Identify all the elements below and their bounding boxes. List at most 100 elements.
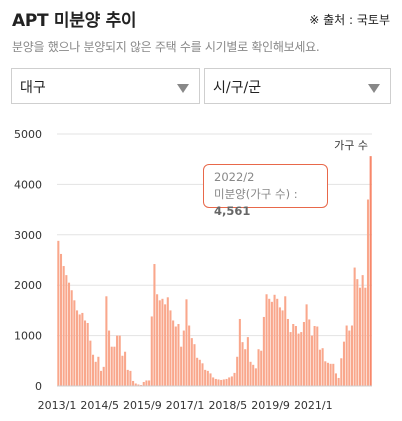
bar[interactable] <box>177 324 180 386</box>
bar[interactable] <box>369 156 372 386</box>
bar[interactable] <box>364 287 367 386</box>
bar[interactable] <box>169 310 172 386</box>
bar[interactable] <box>252 364 255 386</box>
bar[interactable] <box>137 384 140 386</box>
bar[interactable] <box>75 310 79 386</box>
bar[interactable] <box>81 312 84 386</box>
bar[interactable] <box>249 361 252 386</box>
bar[interactable] <box>297 333 300 386</box>
bar[interactable] <box>174 326 177 386</box>
bar[interactable] <box>142 381 145 386</box>
bar[interactable] <box>329 363 332 386</box>
bar[interactable] <box>318 349 321 386</box>
bar[interactable] <box>145 380 148 386</box>
bar[interactable] <box>193 344 196 386</box>
bar[interactable] <box>158 300 161 386</box>
bar[interactable] <box>83 320 87 386</box>
bar[interactable] <box>121 355 124 386</box>
bar[interactable] <box>230 376 233 386</box>
bar[interactable] <box>302 321 305 386</box>
bar[interactable] <box>284 296 287 386</box>
bar[interactable] <box>350 325 354 386</box>
bar[interactable] <box>113 346 116 386</box>
bar[interactable] <box>65 275 68 386</box>
bar[interactable] <box>182 330 185 386</box>
bar[interactable] <box>236 356 239 386</box>
bar[interactable] <box>260 350 263 386</box>
bar[interactable] <box>97 356 100 386</box>
bar[interactable] <box>361 275 364 386</box>
bar[interactable] <box>281 310 284 386</box>
bar[interactable] <box>172 320 175 386</box>
bar[interactable] <box>289 332 292 386</box>
bar[interactable] <box>233 372 236 386</box>
bar[interactable] <box>337 377 340 386</box>
bar[interactable] <box>265 294 268 386</box>
bar[interactable] <box>294 326 297 386</box>
bar[interactable] <box>105 296 108 386</box>
bar[interactable] <box>134 383 137 386</box>
bar[interactable] <box>209 373 212 386</box>
bar[interactable] <box>140 384 143 386</box>
bar[interactable] <box>188 325 191 386</box>
bar[interactable] <box>67 282 71 386</box>
bar[interactable] <box>246 337 249 386</box>
bar[interactable] <box>185 299 188 386</box>
bar[interactable] <box>321 348 324 386</box>
bar[interactable] <box>257 349 260 386</box>
bar[interactable] <box>129 370 132 386</box>
bar[interactable] <box>59 253 63 386</box>
bar[interactable] <box>196 357 199 386</box>
bar[interactable] <box>313 326 316 386</box>
bar[interactable] <box>278 307 281 386</box>
bar[interactable] <box>150 316 153 386</box>
bar[interactable] <box>241 342 244 386</box>
bar[interactable] <box>110 346 113 386</box>
bar[interactable] <box>342 341 346 386</box>
bar[interactable] <box>244 349 247 386</box>
bar[interactable] <box>340 358 343 386</box>
bar[interactable] <box>366 199 370 386</box>
bar[interactable] <box>86 323 89 386</box>
bar[interactable] <box>276 298 279 386</box>
bar[interactable] <box>156 294 159 386</box>
bar[interactable] <box>132 380 135 386</box>
bar[interactable] <box>78 314 81 386</box>
bar[interactable] <box>100 370 103 386</box>
bar[interactable] <box>324 361 327 386</box>
bar[interactable] <box>348 330 351 386</box>
city-select[interactable]: 대구 <box>11 68 200 104</box>
bar[interactable] <box>222 379 225 386</box>
bar[interactable] <box>126 369 129 386</box>
bar[interactable] <box>332 363 335 386</box>
bar[interactable] <box>89 340 92 386</box>
bar[interactable] <box>316 326 319 386</box>
bar[interactable] <box>201 363 204 386</box>
bar[interactable] <box>262 316 265 386</box>
bar[interactable] <box>345 325 348 386</box>
bar[interactable] <box>238 318 241 386</box>
bar[interactable] <box>166 297 169 386</box>
bar[interactable] <box>204 369 207 386</box>
bar[interactable] <box>300 332 303 386</box>
bar[interactable] <box>326 362 329 386</box>
bar[interactable] <box>334 373 337 386</box>
bar[interactable] <box>57 240 60 386</box>
bar[interactable] <box>217 379 220 386</box>
bar[interactable] <box>94 361 97 386</box>
bar[interactable] <box>190 338 193 386</box>
bar[interactable] <box>310 335 313 386</box>
bar[interactable] <box>268 298 271 386</box>
bar[interactable] <box>214 378 217 386</box>
bar[interactable] <box>358 287 362 386</box>
bar[interactable] <box>153 264 156 386</box>
bar[interactable] <box>116 335 119 386</box>
bar[interactable] <box>92 354 95 386</box>
bar[interactable] <box>198 359 201 386</box>
bar[interactable] <box>148 380 151 386</box>
bar[interactable] <box>161 298 164 386</box>
bar[interactable] <box>270 301 273 386</box>
bar[interactable] <box>273 294 276 386</box>
bar[interactable] <box>124 351 127 386</box>
bar[interactable] <box>108 330 111 386</box>
